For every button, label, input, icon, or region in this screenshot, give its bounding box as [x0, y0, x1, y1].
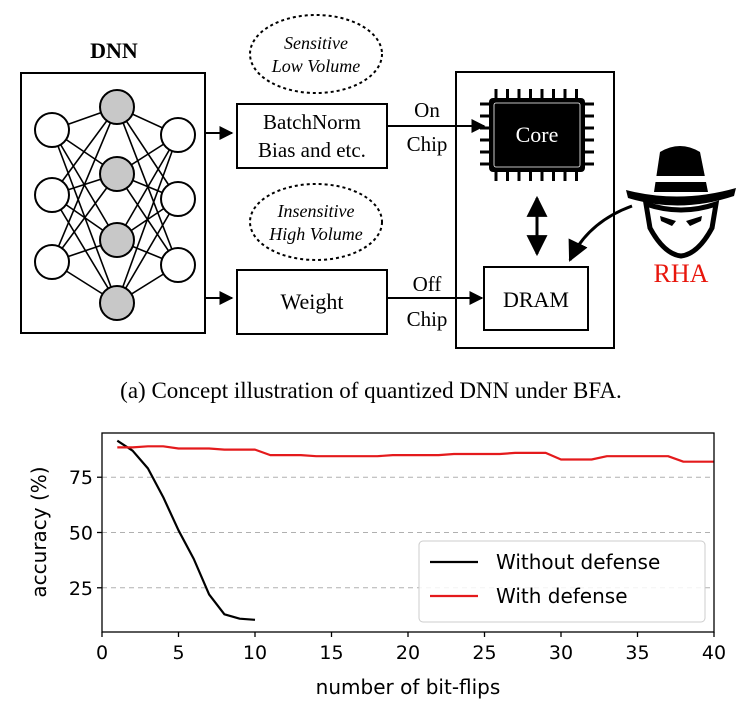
concept-diagram: DNN Sensitive Low Volume BatchNorm Bias …: [20, 14, 736, 403]
figure-caption: (a) Concept illustration of quantized DN…: [120, 378, 622, 403]
dnn-edge: [116, 134, 179, 241]
bias-text: Bias and etc.: [258, 138, 366, 162]
input-neuron: [34, 177, 70, 213]
dnn-edge: [51, 106, 118, 196]
y-tick-label: 25: [69, 578, 93, 600]
on-chip-text: Chip: [407, 132, 448, 156]
sensitive-ellipse: [249, 14, 383, 94]
hidden-neuron: [99, 156, 135, 192]
dnn-edge: [51, 106, 118, 263]
x-tick-label: 40: [702, 642, 726, 664]
legend-label: Without defense: [496, 550, 660, 574]
dram-box: [483, 266, 589, 331]
x-axis-label: number of bit-flips: [316, 675, 501, 699]
series-line-with-defense: [117, 445, 714, 463]
hardware-box: [455, 71, 615, 349]
off-chip-text: Chip: [407, 307, 448, 331]
weight-text: Weight: [281, 289, 344, 314]
x-tick-label: 0: [96, 642, 108, 664]
hidden-neuron: [99, 89, 135, 125]
dram-text: DRAM: [503, 287, 569, 312]
dnn-edge: [116, 134, 179, 304]
chart-legend: Without defense With defense: [418, 540, 706, 623]
sensitive-text: Sensitive: [284, 33, 348, 53]
x-tick-label: 35: [625, 642, 649, 664]
dnn-edge: [51, 173, 118, 263]
y-axis-ticks: 25 50 75: [69, 467, 102, 600]
chart-series: [116, 439, 714, 621]
attack-arrow: [568, 204, 633, 262]
weight-box: [236, 269, 388, 335]
high-volume-text: High Volume: [268, 224, 363, 244]
x-axis-ticks: 0 5 10 15 20 25 30 35 40: [96, 632, 726, 664]
output-neuron: [160, 117, 196, 153]
y-axis-label: accuracy (%): [27, 466, 51, 597]
low-volume-text: Low Volume: [271, 56, 361, 76]
output-neuron: [160, 247, 196, 283]
hidden-neuron: [99, 222, 135, 258]
input-neuron: [34, 244, 70, 280]
dnn-title: DNN: [90, 38, 138, 63]
dnn-edge: [51, 194, 118, 304]
legend-label: With defense: [496, 584, 628, 608]
input-neuron: [34, 112, 70, 148]
y-tick-label: 50: [69, 523, 93, 545]
dnn-edge: [116, 198, 179, 304]
dnn-box: [20, 72, 206, 334]
rha-label: RHA: [654, 259, 709, 288]
dnn-edges: [51, 106, 179, 304]
y-tick-label: 75: [69, 467, 93, 489]
dnn-edge: [116, 106, 179, 200]
dnn-nodes: [34, 89, 196, 321]
batchnorm-box: [236, 103, 388, 169]
insensitive-ellipse: [249, 183, 383, 261]
hidden-neuron: [99, 285, 135, 321]
output-neuron: [160, 181, 196, 217]
chart-grid: [102, 476, 714, 589]
x-tick-label: 20: [396, 642, 420, 664]
legend-box: [418, 540, 706, 623]
x-tick-label: 25: [472, 642, 496, 664]
series-line-without-defense: [116, 439, 256, 621]
off-text: Off: [413, 272, 442, 296]
on-text: On: [414, 98, 440, 122]
x-tick-label: 15: [319, 642, 343, 664]
accuracy-chart: 0 5 10 15 20 25 30 35 40 25 50 75 number of bit-fl…: [27, 432, 726, 699]
dnn-edge: [51, 129, 118, 304]
core-text: Core: [516, 122, 559, 147]
insensitive-text: Insensitive: [277, 201, 355, 221]
x-tick-label: 10: [243, 642, 267, 664]
core-chip-icon: Core: [480, 89, 594, 181]
batchnorm-text: BatchNorm: [263, 110, 361, 134]
x-tick-label: 5: [172, 642, 184, 664]
x-tick-label: 30: [549, 642, 573, 664]
hacker-hat-icon: [626, 146, 736, 259]
